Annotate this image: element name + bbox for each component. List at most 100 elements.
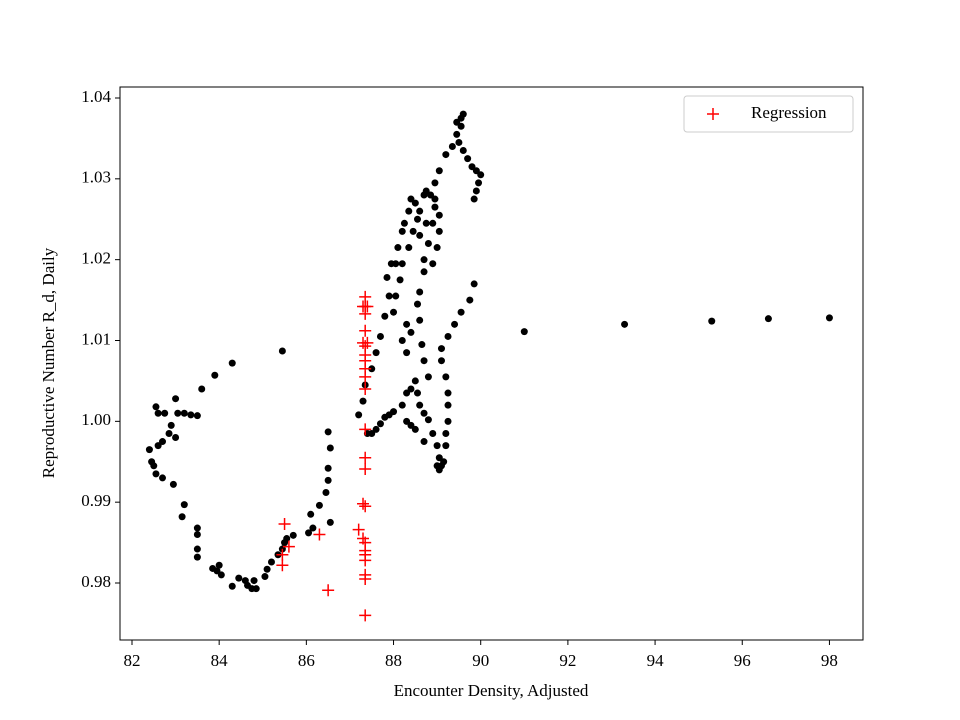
point: [359, 554, 372, 567]
x-tick-label: 96: [734, 651, 751, 670]
point: [359, 500, 372, 513]
point: [424, 373, 432, 381]
point: [383, 273, 391, 281]
point: [455, 138, 463, 146]
x-tick-label: 88: [385, 651, 402, 670]
point: [145, 446, 153, 454]
point: [276, 548, 289, 561]
x-axis-label: Encounter Density, Adjusted: [394, 681, 589, 700]
point: [159, 474, 167, 482]
point: [466, 296, 474, 304]
point: [621, 320, 629, 328]
point: [359, 609, 372, 622]
point: [361, 300, 374, 313]
point: [708, 317, 716, 325]
point: [405, 207, 413, 215]
point: [429, 429, 437, 437]
point: [457, 308, 465, 316]
point: [193, 524, 201, 532]
point: [198, 385, 206, 393]
point: [322, 488, 330, 496]
x-tick-label: 94: [647, 651, 665, 670]
point: [416, 316, 424, 324]
point: [372, 349, 380, 357]
point: [470, 280, 478, 288]
point: [172, 434, 180, 442]
point: [444, 401, 452, 409]
y-tick-label: 1.02: [81, 249, 111, 268]
point: [359, 340, 372, 353]
point: [352, 523, 365, 536]
point: [403, 320, 411, 328]
point: [180, 409, 188, 417]
point: [289, 531, 297, 539]
point: [359, 383, 372, 396]
point: [261, 573, 269, 581]
point: [193, 531, 201, 539]
point: [457, 122, 465, 130]
point: [228, 582, 236, 590]
point: [211, 371, 219, 379]
y-tick-label: 1.04: [81, 87, 111, 106]
point: [250, 577, 258, 585]
point: [420, 438, 428, 446]
point: [376, 332, 384, 340]
y-tick-label: 0.98: [81, 572, 111, 591]
legend-box: [683, 95, 854, 133]
point: [193, 553, 201, 561]
point: [403, 349, 411, 357]
point: [150, 462, 158, 470]
point: [414, 389, 422, 397]
point: [451, 320, 459, 328]
point: [435, 167, 443, 175]
point: [416, 207, 424, 215]
point: [433, 244, 441, 252]
point: [309, 524, 317, 532]
point: [361, 336, 374, 349]
point: [464, 155, 472, 163]
point: [324, 464, 332, 472]
point: [429, 219, 437, 227]
point: [193, 412, 201, 420]
point: [278, 347, 286, 355]
point: [305, 529, 313, 537]
point: [376, 420, 384, 428]
y-tick-label: 0.99: [81, 491, 111, 510]
point: [394, 244, 402, 252]
point: [453, 130, 461, 138]
point: [390, 408, 398, 416]
point: [178, 513, 186, 521]
point: [263, 565, 271, 573]
point: [359, 572, 372, 585]
point: [359, 397, 367, 405]
x-tick-label: 86: [298, 651, 315, 670]
point: [372, 425, 380, 433]
point: [429, 260, 437, 268]
point: [437, 357, 445, 365]
point: [398, 337, 406, 345]
point: [424, 239, 432, 247]
point: [416, 288, 424, 296]
point: [154, 409, 162, 417]
point: [398, 227, 406, 235]
point: [235, 574, 243, 582]
point: [420, 268, 428, 276]
point: [520, 328, 528, 336]
point: [152, 470, 160, 478]
point: [431, 179, 439, 187]
point: [444, 389, 452, 397]
point: [174, 409, 182, 417]
point: [359, 423, 372, 436]
point: [435, 227, 443, 235]
point: [459, 110, 467, 118]
point: [392, 260, 400, 268]
point: [424, 416, 432, 424]
point: [477, 171, 485, 179]
point: [193, 545, 201, 553]
x-tick-label: 98: [821, 651, 838, 670]
point: [435, 211, 443, 219]
point: [411, 199, 419, 207]
point: [326, 518, 334, 526]
x-tick-label: 84: [211, 651, 229, 670]
